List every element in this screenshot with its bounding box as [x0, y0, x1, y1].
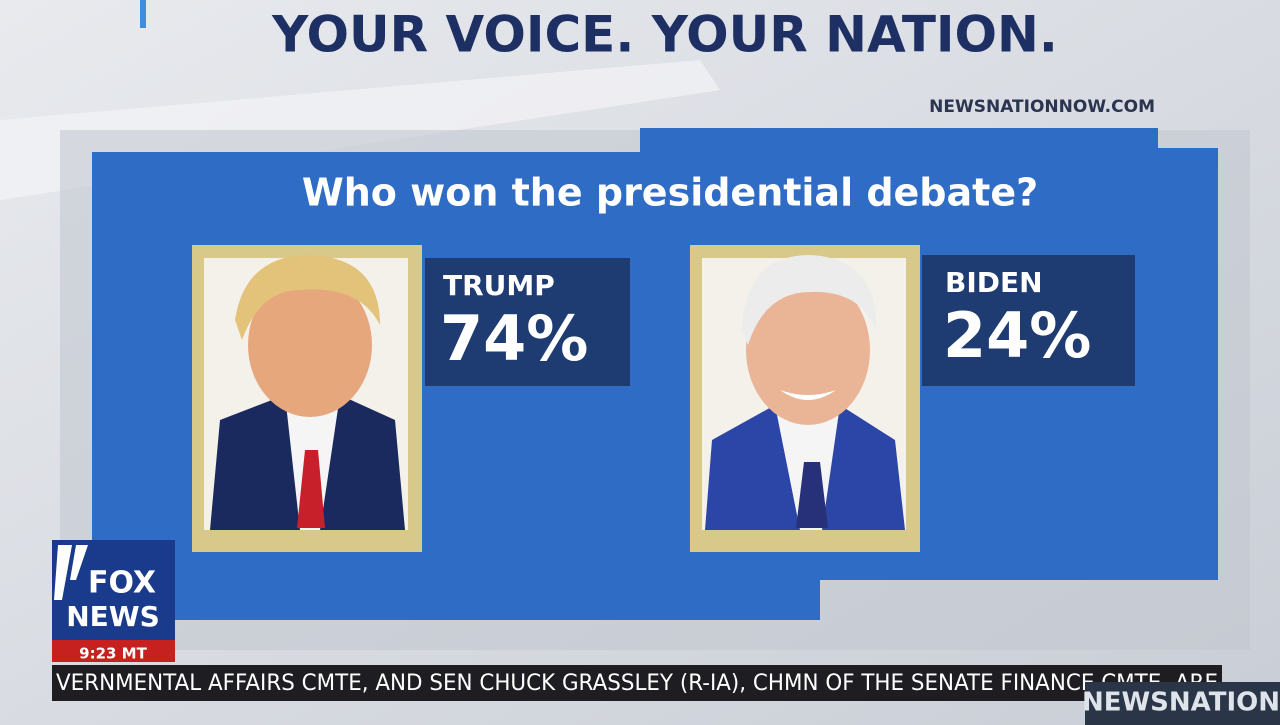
face	[248, 273, 372, 417]
question: Who won the presidential debate?	[302, 171, 1038, 215]
logo-time: 9:23 MT	[79, 645, 147, 663]
logo-time-bar	[52, 640, 175, 662]
hair	[235, 255, 380, 340]
header-url: NEWSNATIONNOW.COM	[929, 97, 1155, 117]
logo-stripes	[54, 545, 88, 600]
corner-text: NEWSNATION	[1082, 688, 1280, 718]
face	[746, 275, 870, 425]
candidate-name: BIDEN	[945, 266, 1043, 299]
candidate-name: TRUMP	[443, 269, 555, 302]
ticker-text: VERNMENTAL AFFAIRS CMTE, AND SEN CHUCK G…	[56, 671, 1218, 696]
ticker-bar	[52, 665, 1222, 701]
candidate-result: 74%	[440, 302, 588, 375]
header-title: YOUR VOICE. YOUR NATION.	[271, 6, 1058, 64]
accent	[140, 0, 146, 28]
hair	[742, 255, 877, 345]
tie	[796, 462, 828, 528]
logo-text: NEWS	[66, 600, 160, 633]
result-box	[425, 258, 630, 386]
smile	[780, 390, 836, 400]
candidate-result: 24%	[943, 299, 1091, 372]
logo-text: FOX	[88, 566, 156, 601]
result-box	[922, 255, 1135, 386]
tie	[297, 450, 325, 528]
corner-bug	[1085, 682, 1280, 725]
